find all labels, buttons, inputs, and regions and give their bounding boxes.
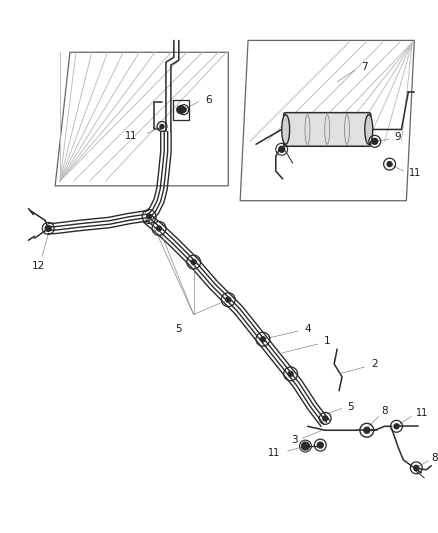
Text: 8: 8 <box>431 453 438 463</box>
Circle shape <box>181 107 186 112</box>
Circle shape <box>191 260 196 264</box>
Ellipse shape <box>365 115 373 144</box>
Text: 5: 5 <box>347 401 353 411</box>
Circle shape <box>45 225 51 231</box>
Circle shape <box>160 125 164 128</box>
Text: 4: 4 <box>304 325 311 334</box>
Text: 3: 3 <box>291 435 297 445</box>
Circle shape <box>261 337 265 342</box>
Text: 7: 7 <box>361 62 367 72</box>
Circle shape <box>279 146 285 152</box>
Text: 9: 9 <box>395 132 401 142</box>
Circle shape <box>156 226 162 231</box>
Circle shape <box>372 139 378 144</box>
Circle shape <box>364 427 370 433</box>
Circle shape <box>147 214 152 219</box>
Circle shape <box>288 372 293 376</box>
Text: 8: 8 <box>381 407 388 416</box>
Circle shape <box>394 424 399 429</box>
Text: 1: 1 <box>324 336 331 346</box>
Circle shape <box>226 297 231 302</box>
Circle shape <box>323 416 328 421</box>
Circle shape <box>414 465 419 470</box>
Circle shape <box>317 442 323 448</box>
Text: 2: 2 <box>372 359 378 369</box>
Text: 12: 12 <box>32 261 45 271</box>
Circle shape <box>301 442 309 450</box>
Ellipse shape <box>282 115 290 144</box>
Text: 11: 11 <box>268 448 280 458</box>
Text: 11: 11 <box>125 131 137 141</box>
Text: 6: 6 <box>205 95 212 105</box>
Text: 11: 11 <box>416 408 428 418</box>
Text: 5: 5 <box>175 325 182 334</box>
Circle shape <box>387 161 392 167</box>
Circle shape <box>177 106 185 114</box>
FancyBboxPatch shape <box>284 112 371 146</box>
Text: 11: 11 <box>410 168 422 178</box>
